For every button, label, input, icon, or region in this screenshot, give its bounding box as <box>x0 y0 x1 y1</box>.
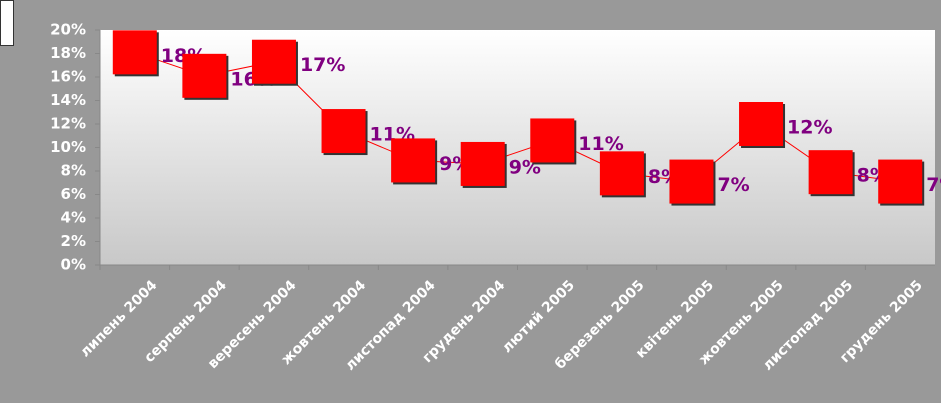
marker <box>530 118 575 163</box>
data-label: 7% <box>717 174 749 196</box>
marker <box>391 138 436 183</box>
y-tick-label: 4% <box>61 209 86 227</box>
data-label: 11% <box>578 133 623 155</box>
y-tick-label: 10% <box>50 138 86 156</box>
marker <box>669 159 714 204</box>
y-tick-label: 16% <box>50 68 86 86</box>
y-tick-label: 20% <box>50 21 86 39</box>
data-label: 12% <box>787 117 832 139</box>
marker <box>599 151 644 196</box>
legend-fragment <box>0 0 14 46</box>
marker <box>251 39 296 84</box>
y-tick-label: 2% <box>61 232 86 250</box>
y-tick-label: 0% <box>61 256 86 274</box>
marker <box>112 30 157 75</box>
y-tick-label: 14% <box>50 91 86 109</box>
marker <box>739 102 784 146</box>
data-label: 17% <box>300 54 345 76</box>
y-tick-label: 6% <box>61 185 86 203</box>
marker <box>182 53 227 98</box>
y-tick-label: 12% <box>50 115 86 133</box>
marker <box>808 150 853 195</box>
y-tick-label: 18% <box>50 44 86 62</box>
marker <box>321 109 366 154</box>
marker <box>460 141 505 186</box>
data-label: 7% <box>926 174 941 196</box>
marker <box>878 159 923 204</box>
y-tick-label: 8% <box>61 162 86 180</box>
